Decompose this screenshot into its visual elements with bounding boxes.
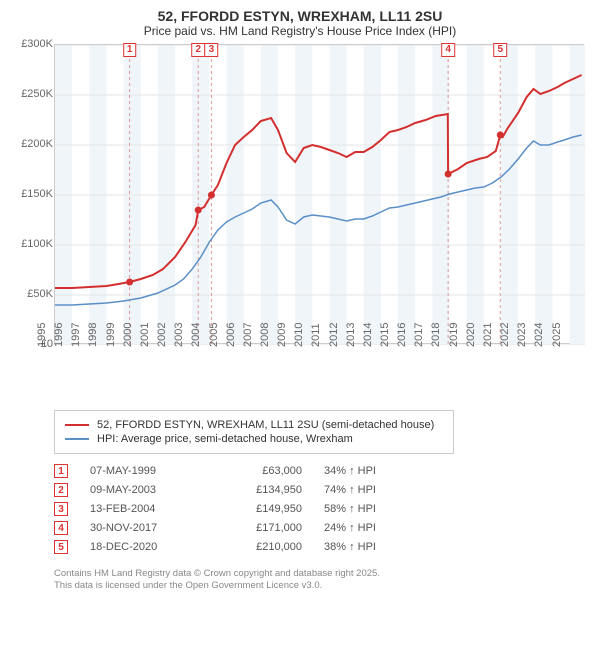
sale-pct: 34% ↑ HPI [324,465,424,477]
sale-price: £134,950 [222,484,302,496]
y-tick-label: £100K [21,238,53,250]
x-tick-label: 2010 [293,323,305,347]
sale-date: 18-DEC-2020 [90,541,200,553]
x-tick-label: 2009 [276,323,288,347]
marker-flag: 4 [441,43,455,57]
sale-pct: 58% ↑ HPI [324,503,424,515]
legend: 52, FFORDD ESTYN, WREXHAM, LL11 2SU (sem… [54,410,454,454]
x-tick-label: 1995 [36,323,48,347]
y-tick-label: £150K [21,188,53,200]
x-tick-label: 2014 [362,323,374,347]
x-tick-label: 2016 [396,323,408,347]
x-tick-label: 2020 [465,323,477,347]
marker-flag: 5 [493,43,507,57]
chart-title: 52, FFORDD ESTYN, WREXHAM, LL11 2SU [10,8,590,24]
sale-price: £63,000 [222,465,302,477]
y-tick-label: £250K [21,88,53,100]
footer-line-1: Contains HM Land Registry data © Crown c… [54,568,574,580]
x-tick-label: 2025 [551,323,563,347]
legend-swatch-blue [65,438,89,440]
table-row: 3 13-FEB-2004 £149,950 58% ↑ HPI [54,502,590,516]
x-tick-label: 2018 [430,323,442,347]
y-tick-label: £300K [21,38,53,50]
sale-number-box: 4 [54,521,68,535]
chart-container: 52, FFORDD ESTYN, WREXHAM, LL11 2SU Pric… [0,0,600,605]
sale-number-box: 3 [54,502,68,516]
sale-date: 30-NOV-2017 [90,522,200,534]
sales-table: 1 07-MAY-1999 £63,000 34% ↑ HPI 2 09-MAY-2003… [54,464,590,554]
chart-area: £0£50K£100K£150K£200K£250K£300K 12345 19… [10,44,590,404]
x-tick-label: 2011 [310,323,322,347]
legend-swatch-red [65,424,89,426]
x-tick-label: 2005 [208,323,220,347]
x-tick-label: 2001 [139,323,151,347]
sale-date: 13-FEB-2004 [90,503,200,515]
marker-flag: 1 [123,43,137,57]
sale-pct: 38% ↑ HPI [324,541,424,553]
legend-label-blue: HPI: Average price, semi-detached house,… [97,433,353,445]
sale-date: 09-MAY-2003 [90,484,200,496]
x-tick-label: 2003 [173,323,185,347]
x-tick-label: 2006 [225,323,237,347]
sale-date: 07-MAY-1999 [90,465,200,477]
x-tick-label: 2017 [413,323,425,347]
x-tick-label: 2019 [448,323,460,347]
x-tick-label: 2008 [259,323,271,347]
plot-area: 12345 [54,44,584,344]
sale-number-box: 5 [54,540,68,554]
sale-price: £210,000 [222,541,302,553]
x-tick-label: 1997 [70,323,82,347]
sale-price: £149,950 [222,503,302,515]
x-tick-label: 2024 [533,323,545,347]
footer-line-2: This data is licensed under the Open Gov… [54,580,574,592]
y-tick-label: £50K [27,288,53,300]
x-tick-label: 2023 [516,323,528,347]
sale-pct: 74% ↑ HPI [324,484,424,496]
x-tick-label: 2022 [499,323,511,347]
plot-svg [55,45,585,345]
footer-text: Contains HM Land Registry data © Crown c… [54,568,574,593]
marker-flag: 3 [205,43,219,57]
legend-row-blue: HPI: Average price, semi-detached house,… [65,433,443,445]
x-tick-label: 2013 [345,323,357,347]
table-row: 1 07-MAY-1999 £63,000 34% ↑ HPI [54,464,590,478]
x-axis-labels: 1995199619971998199920002001200220032004… [54,345,584,403]
x-tick-label: 2002 [156,323,168,347]
table-row: 2 09-MAY-2003 £134,950 74% ↑ HPI [54,483,590,497]
table-row: 4 30-NOV-2017 £171,000 24% ↑ HPI [54,521,590,535]
table-row: 5 18-DEC-2020 £210,000 38% ↑ HPI [54,540,590,554]
x-tick-label: 1998 [87,323,99,347]
y-axis-labels: £0£50K£100K£150K£200K£250K£300K [10,44,54,344]
legend-label-red: 52, FFORDD ESTYN, WREXHAM, LL11 2SU (sem… [97,419,434,431]
x-tick-label: 2015 [379,323,391,347]
x-tick-label: 2021 [482,323,494,347]
chart-subtitle: Price paid vs. HM Land Registry's House … [10,24,590,38]
sale-pct: 24% ↑ HPI [324,522,424,534]
x-tick-label: 2012 [328,323,340,347]
marker-flag: 2 [191,43,205,57]
x-tick-label: 1999 [105,323,117,347]
sale-number-box: 1 [54,464,68,478]
y-tick-label: £200K [21,138,53,150]
x-tick-label: 2007 [242,323,254,347]
legend-row-red: 52, FFORDD ESTYN, WREXHAM, LL11 2SU (sem… [65,419,443,431]
x-tick-label: 1996 [53,323,65,347]
x-tick-label: 2000 [122,323,134,347]
sale-price: £171,000 [222,522,302,534]
x-tick-label: 2004 [190,323,202,347]
sale-number-box: 2 [54,483,68,497]
